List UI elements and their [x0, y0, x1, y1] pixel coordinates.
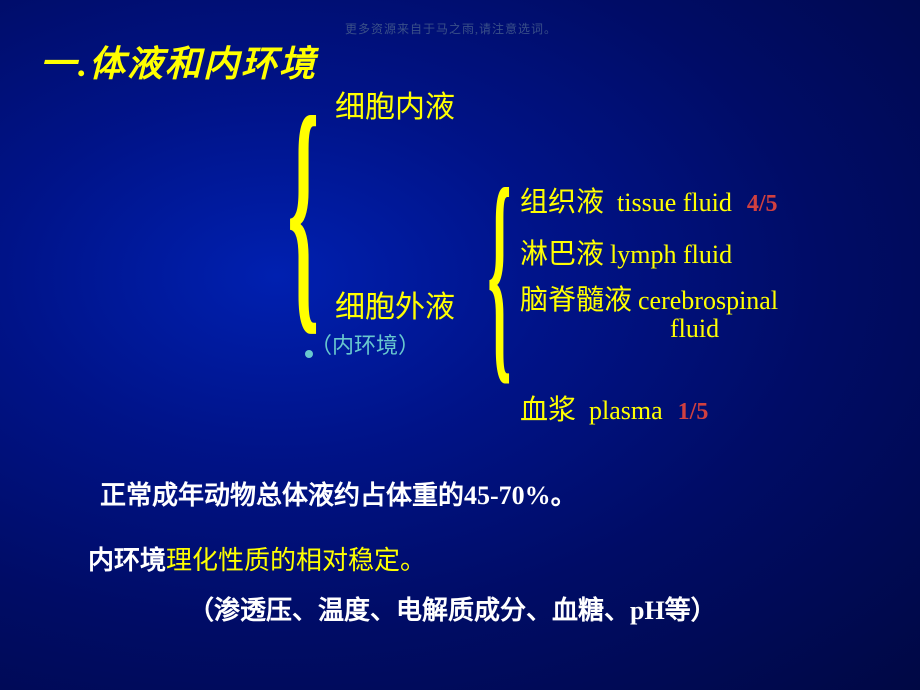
fluid-tissue: 组织液 tissue fluid 4/5	[520, 180, 778, 220]
csf-en: cerebrospinal	[638, 286, 778, 315]
tissue-frac: 4/5	[747, 191, 778, 217]
properties-line: （渗透压、温度、电解质成分、血糖、pH等）	[188, 590, 717, 627]
fluid-lymph: 淋巴液lymph fluid	[520, 232, 732, 272]
label-extracellular: 细胞外液	[335, 282, 455, 326]
brace-left-icon: {	[287, 78, 319, 343]
csf-cn: 脑脊髓液	[520, 285, 632, 316]
tissue-cn: 组织液	[520, 187, 604, 218]
plasma-en: plasma	[589, 396, 663, 425]
fluid-csf: 脑脊髓液cerebrospinal	[520, 278, 778, 318]
brace-right-icon: {	[487, 154, 511, 392]
body-fluid-percent: 正常成年动物总体液约占体重的45-70%。	[100, 475, 577, 512]
label-internal-env: （内环境）	[310, 328, 420, 360]
label-intracellular: 细胞内液	[335, 82, 455, 126]
plasma-cn: 血浆	[520, 395, 576, 426]
page-title: 一.体液和内环境	[40, 35, 317, 87]
csf-en2: fluid	[670, 314, 719, 344]
lymph-en: lymph fluid	[610, 240, 732, 269]
watermark-text: 更多资源来自于马之雨,请注意选词。	[345, 20, 557, 37]
tissue-en: tissue fluid	[617, 188, 732, 217]
fluid-plasma: 血浆 plasma 1/5	[520, 388, 708, 428]
stability-line: 内环境理化性质的相对稳定。	[88, 540, 426, 577]
plasma-frac: 1/5	[678, 399, 709, 425]
stability-a: 内环境	[88, 546, 166, 575]
stability-b: 理化性质的相对稳定。	[166, 546, 426, 575]
lymph-cn: 淋巴液	[520, 239, 604, 270]
